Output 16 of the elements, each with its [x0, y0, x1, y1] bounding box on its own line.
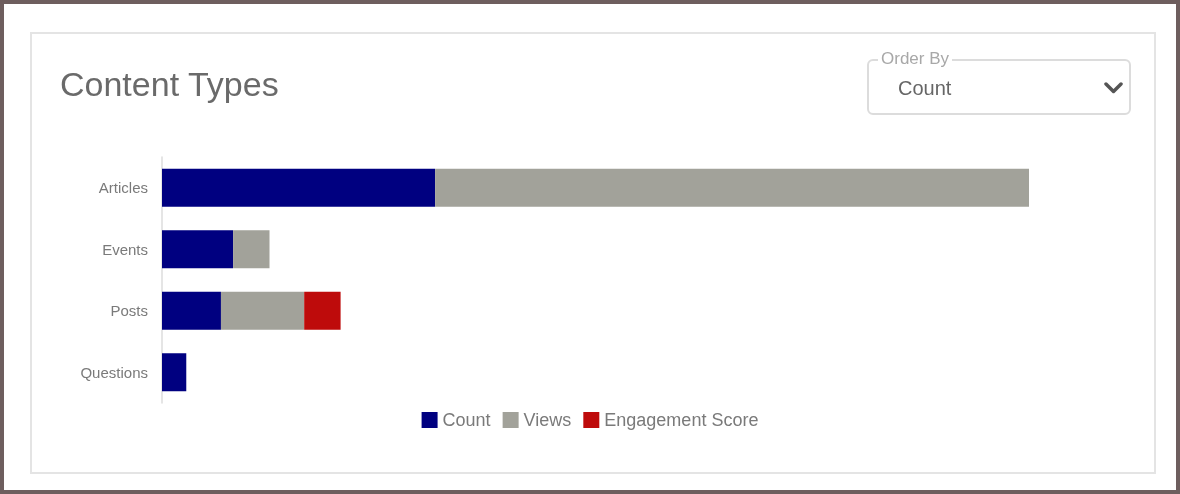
legend-label: Views [523, 410, 572, 430]
y-tick-label: Articles [98, 179, 148, 197]
bar [162, 168, 436, 207]
bar [304, 291, 341, 330]
bar [162, 353, 187, 392]
y-tick-label: Questions [80, 363, 148, 381]
bar [435, 168, 1029, 207]
y-tick-label: Posts [110, 302, 148, 320]
bar [162, 230, 234, 269]
bar [162, 291, 221, 330]
bar [220, 291, 305, 330]
chart-title: Content Types [60, 65, 279, 103]
legend-label: Engagement Score [604, 410, 759, 430]
legend-label: Count [442, 410, 491, 430]
y-tick-label: Events [102, 240, 148, 258]
bar [233, 230, 270, 269]
